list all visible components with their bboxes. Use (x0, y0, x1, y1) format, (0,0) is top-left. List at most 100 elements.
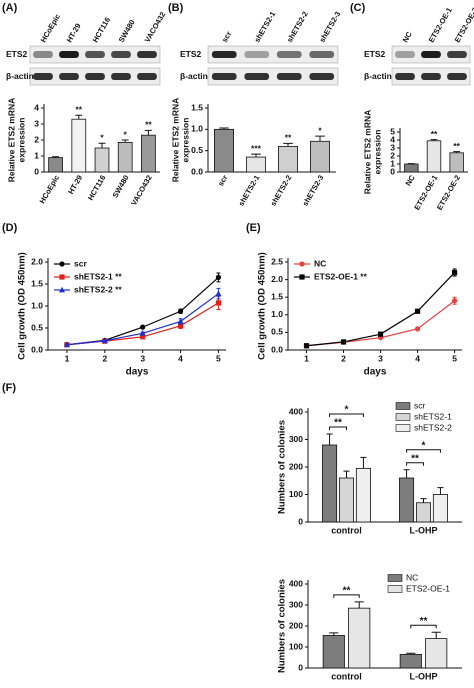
blot-band (395, 51, 415, 58)
legend-marker (59, 261, 65, 267)
blot-row-label: ETS2 (6, 49, 28, 59)
panel-label: (B) (168, 2, 184, 14)
y-axis-label: expression (16, 118, 26, 163)
legend-swatch (387, 585, 403, 593)
significance-label: * (100, 132, 104, 142)
y-tick-label: 1 (390, 158, 395, 168)
marker (414, 308, 421, 314)
significance-label: ** (343, 585, 351, 596)
bar (432, 494, 448, 523)
blot-band (244, 51, 270, 58)
lane-label: HCoEpic (39, 12, 62, 44)
blot-band (447, 51, 467, 58)
legend-swatch (395, 413, 411, 421)
y-tick-label: 1.5 (191, 102, 203, 112)
blot-band (211, 73, 237, 80)
legend-swatch (395, 424, 411, 432)
lane-label: scr (220, 30, 233, 44)
bar (309, 140, 330, 173)
lane-label: shETS2-3 (317, 10, 342, 44)
significance-bracket (406, 462, 424, 466)
blot-band (137, 73, 157, 80)
blot-row-label: ETS2 (364, 49, 386, 59)
x-tick-label: 2 (341, 353, 346, 363)
significance-label: * (345, 405, 349, 416)
bar (449, 152, 464, 173)
significance-label: ** (411, 453, 419, 464)
bar (322, 444, 338, 523)
y-tick-label: 200 (289, 461, 303, 471)
x-tick-label: scr (216, 173, 229, 187)
y-tick-label: 0 (34, 166, 39, 176)
bar (415, 502, 432, 523)
legend-swatch (387, 574, 403, 582)
significance-label: * (318, 125, 322, 135)
x-axis-label: days (364, 367, 387, 378)
y-tick-label: 400 (289, 578, 303, 588)
blot-band (111, 51, 131, 58)
y-axis-label: Cell growth (OD 450nm) (257, 252, 268, 360)
error-bar (283, 142, 293, 147)
y-axis-label: Numbers of colonies (277, 579, 288, 673)
blot-band (85, 51, 105, 58)
error-bar (315, 135, 325, 142)
significance-bracket (406, 449, 441, 453)
legend-label: shETS2-1 ** (74, 271, 122, 281)
marker (340, 339, 347, 345)
legend-label: shETS2-1 (414, 411, 452, 421)
significance-label: ** (453, 141, 460, 151)
x-tick-label: ETS2-OE-2 (435, 173, 462, 211)
y-tick-label: 3 (390, 142, 395, 152)
marker (303, 343, 310, 349)
marker (177, 318, 184, 324)
marker (215, 274, 222, 280)
legend-marker (299, 261, 305, 267)
significance-label: * (124, 129, 128, 139)
y-tick-label: 100 (289, 489, 303, 499)
blot-band (276, 51, 302, 58)
blot-row-label: β-actin (364, 71, 392, 81)
bar (338, 477, 355, 523)
y-tick-label: 2.0 (31, 256, 43, 266)
y-tick-label: 1.0 (191, 124, 203, 134)
lane-label: SW480 (117, 18, 137, 44)
x-tick-label: VACO432 (129, 173, 154, 207)
legend-swatch (395, 402, 411, 410)
y-axis-label: Relative ETS2 mRNA (170, 98, 180, 183)
bar (399, 653, 422, 669)
y-tick-label: 1.5 (271, 291, 283, 301)
error-bar (75, 114, 83, 120)
bar (141, 134, 156, 173)
blot-band (447, 73, 467, 80)
lane-label: ETS2-OE-2 (453, 6, 474, 44)
y-tick-label: 4 (34, 102, 39, 112)
error-bar (403, 469, 410, 478)
y-tick-label: 1.0 (271, 309, 283, 319)
significance-label: ** (334, 418, 342, 429)
panel-label: (E) (246, 222, 261, 234)
y-axis-label: Numbers of colonies (277, 420, 288, 514)
x-tick-label: 4 (415, 353, 420, 363)
panel-label: (F) (2, 382, 16, 394)
y-axis-label: expression (372, 130, 382, 175)
x-tick-label: L-OHP (410, 671, 438, 681)
marker (451, 298, 458, 304)
error-bar (420, 498, 427, 503)
x-tick-label: 3 (378, 353, 383, 363)
x-tick-label: 5 (216, 353, 221, 363)
error-bar (219, 127, 229, 130)
marker (215, 300, 222, 306)
legend-label: scr (414, 400, 426, 410)
bar (425, 638, 448, 669)
error-bar (354, 601, 364, 609)
bar (94, 147, 110, 173)
error-bar (251, 153, 261, 158)
bar (404, 163, 419, 173)
significance-bracket (329, 426, 347, 430)
y-tick-label: 100 (289, 641, 303, 651)
legend-label: ETS2-OE-1 (406, 583, 450, 593)
lane-label: HCT116 (91, 16, 113, 44)
lane-label: shETS2-2 (285, 10, 310, 44)
x-tick-label: 4 (178, 353, 183, 363)
marker (101, 337, 108, 344)
